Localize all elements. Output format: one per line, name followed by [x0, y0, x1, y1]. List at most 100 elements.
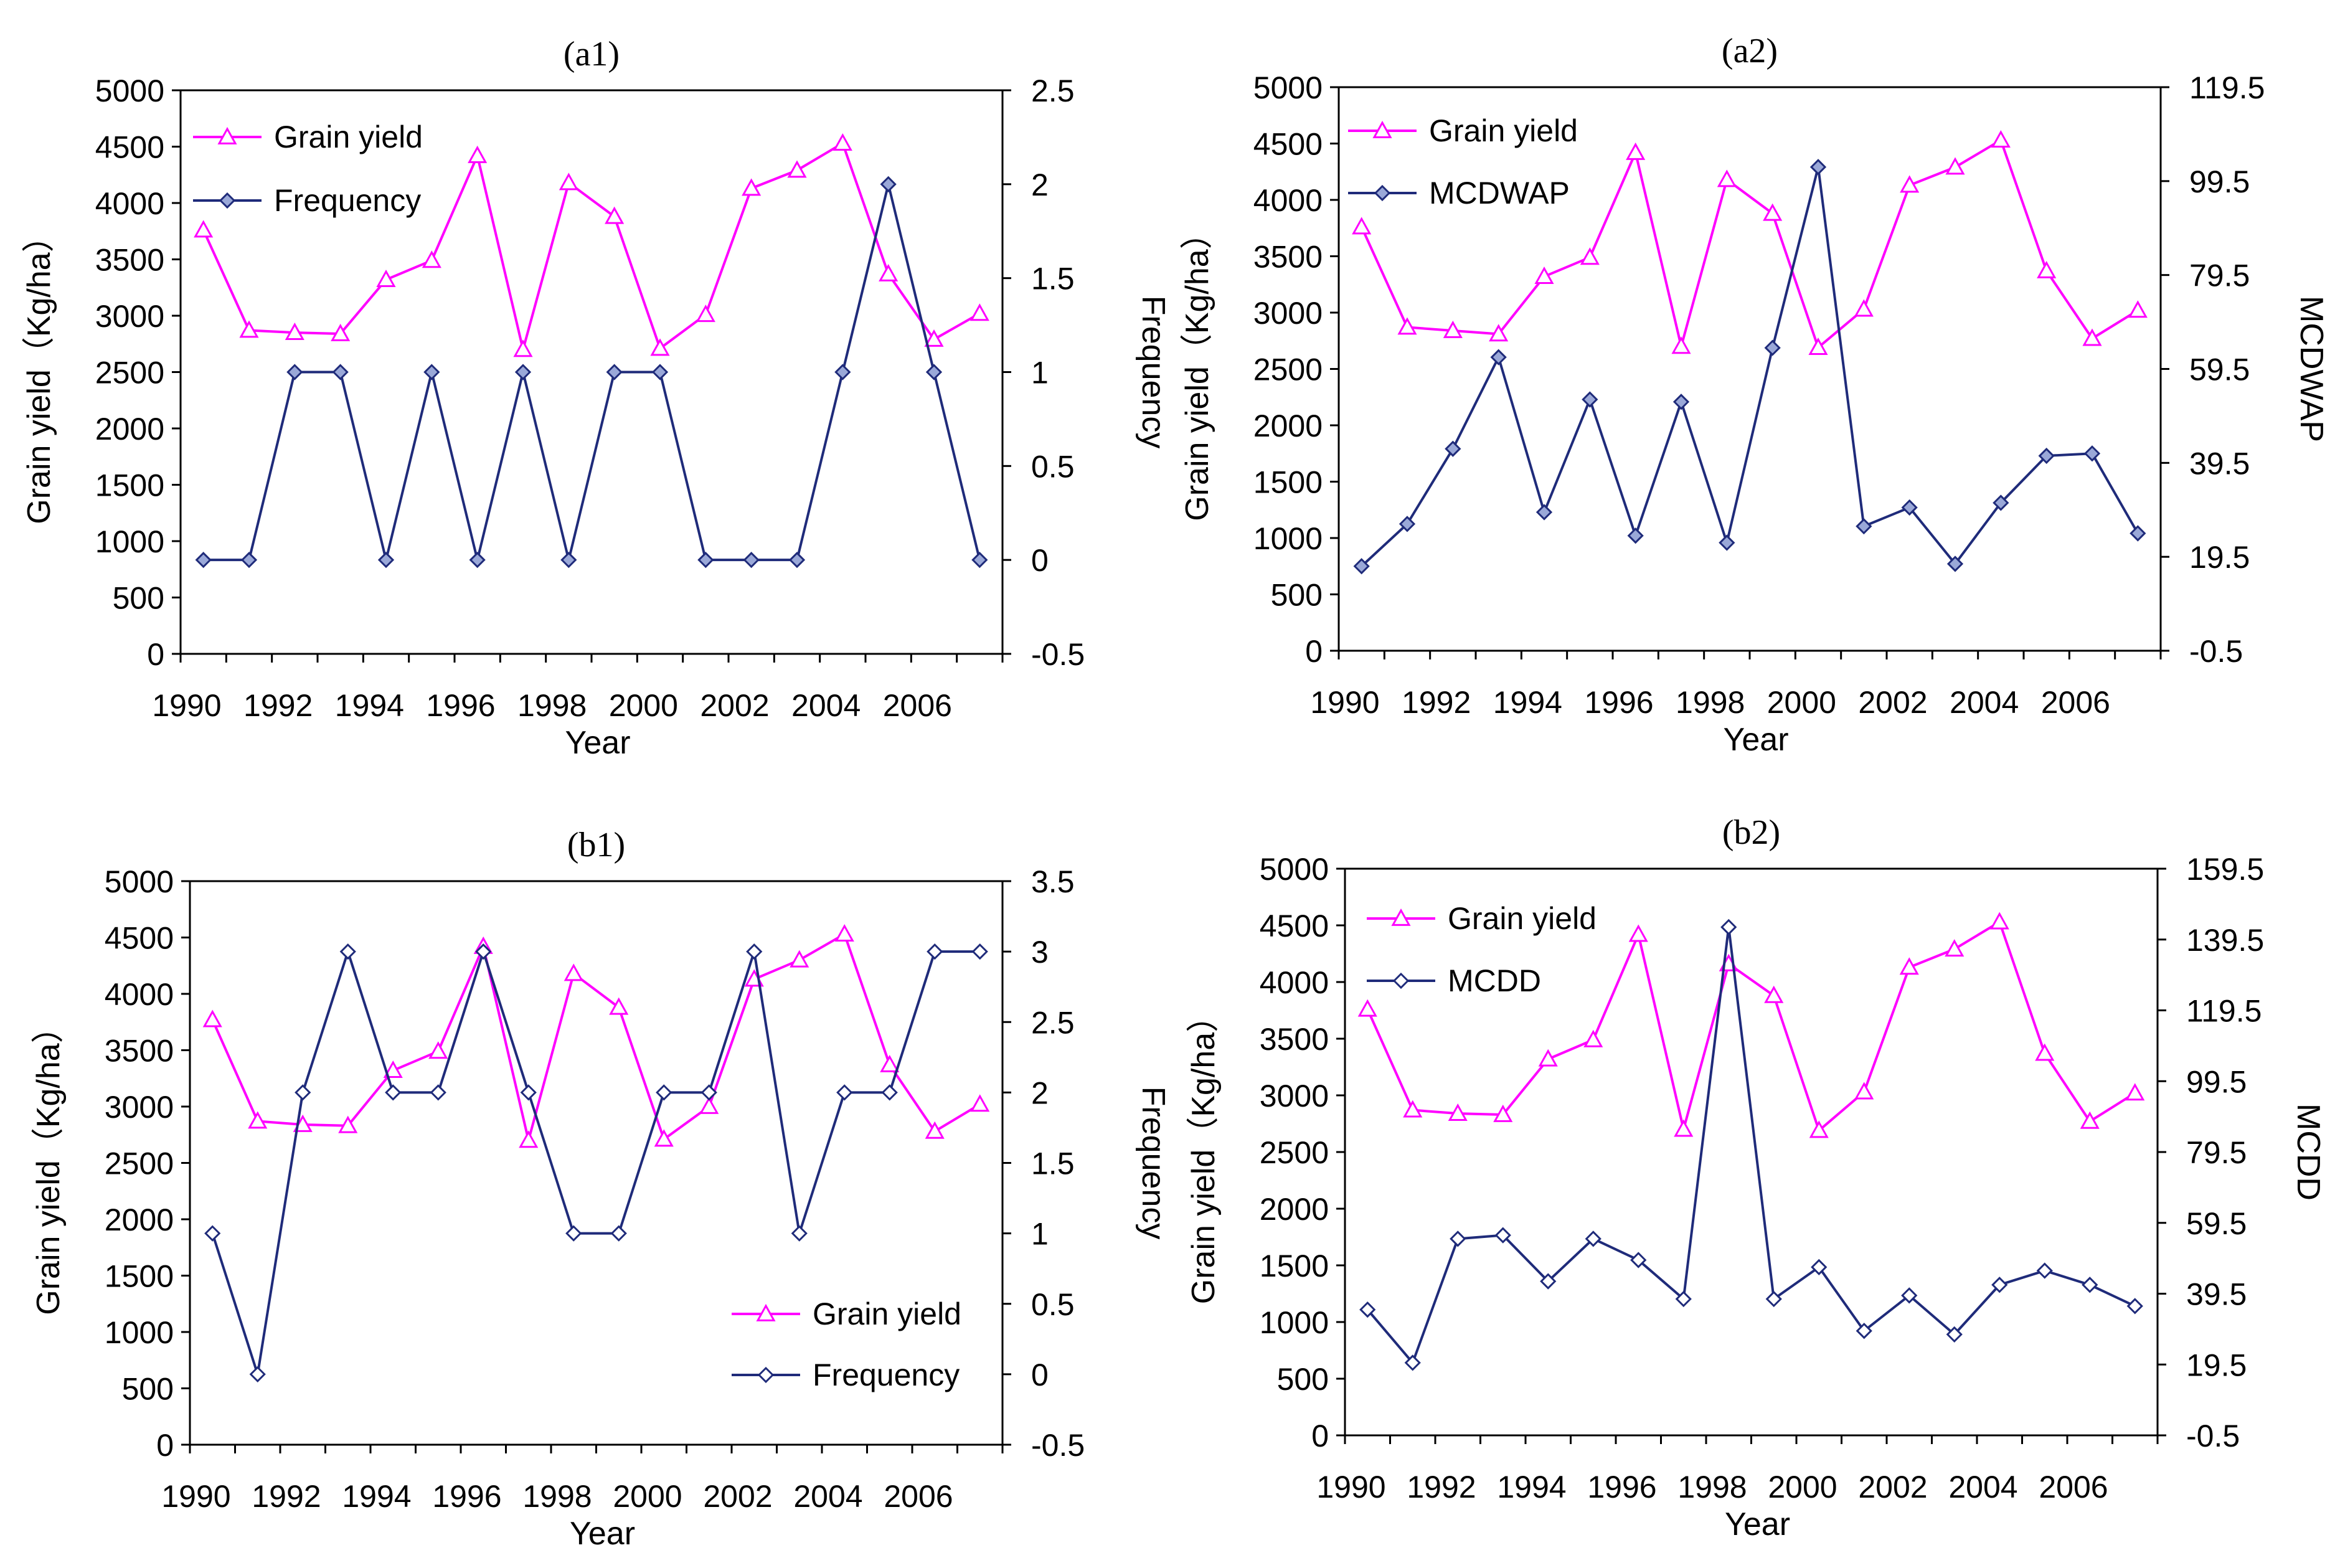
x-tick-label: 2006: [884, 1479, 953, 1514]
data-point-triangle: [1945, 939, 1965, 957]
y-tick-label: 2000: [1253, 409, 1323, 443]
y2-tick-label: -0.5: [1031, 637, 1085, 672]
y2-tick-label: 2.5: [1031, 73, 1075, 108]
data-point-triangle: [1674, 1119, 1694, 1137]
x-tick-label: 1990: [152, 688, 221, 723]
data-point-triangle: [202, 1009, 222, 1027]
y2-tick-label: 2: [1031, 1075, 1049, 1110]
y-tick-label: 500: [113, 581, 164, 616]
y-tick-label: 2000: [105, 1202, 174, 1237]
y2-tick-label: 79.5: [2186, 1135, 2247, 1170]
x-tick-label: 2000: [1768, 1470, 1837, 1504]
data-point-triangle: [1448, 1103, 1468, 1122]
data-point-triangle: [1763, 203, 1783, 221]
data-point-triangle: [650, 338, 670, 356]
y-tick-label: 500: [1271, 578, 1323, 613]
data-point-diamond: [656, 1084, 672, 1101]
y2-tick-label: 99.5: [2186, 1064, 2247, 1099]
data-point-triangle: [1626, 142, 1646, 160]
x-tick-label: 2002: [1858, 1470, 1927, 1504]
series-grain-yield: [1352, 130, 2148, 356]
data-point-triangle: [1809, 1120, 1829, 1138]
data-point-diamond: [2130, 525, 2146, 542]
y2-tick-label: 19.5: [2186, 1348, 2247, 1382]
x-tick-label: 2004: [793, 1479, 862, 1514]
y-tick-label: 4000: [105, 977, 174, 1012]
y-axis-label: Grain yield（Kg/ha）: [21, 220, 57, 524]
data-point-triangle: [428, 1041, 448, 1059]
data-point-diamond: [1582, 391, 1598, 408]
data-point-diamond: [1675, 1290, 1692, 1308]
x-tick-label: 2004: [1948, 1470, 2017, 1504]
data-point-triangle: [1764, 985, 1784, 1003]
data-point-triangle: [654, 1129, 674, 1147]
x-tick-label: 2000: [609, 688, 678, 723]
legend-label: Grain yield: [1429, 113, 1578, 148]
data-point-diamond: [1494, 1227, 1511, 1244]
y2-tick-label: 0: [1031, 1358, 1049, 1392]
data-point-triangle: [248, 1111, 268, 1129]
y-tick-label: 4500: [105, 921, 174, 956]
x-tick-label: 2000: [1767, 685, 1836, 720]
legend: Grain yield Frequency: [193, 120, 423, 218]
chart-b2: (b2) 0 500 1000 1500 2000 2500 3000 3500 4000 4500…: [1186, 813, 2326, 1542]
data-point-triangle: [468, 145, 488, 163]
data-point-diamond: [219, 192, 236, 209]
x-tick-label: 1992: [1402, 685, 1471, 720]
x-tick-label: 1992: [252, 1479, 321, 1514]
data-point-diamond: [1764, 339, 1781, 356]
data-point-triangle: [519, 1130, 539, 1148]
data-point-diamond: [971, 552, 988, 569]
data-point-diamond: [1856, 1323, 1872, 1339]
x-tick-label: 1994: [335, 688, 404, 723]
data-point-triangle: [1583, 1029, 1603, 1047]
data-point-triangle: [1538, 1049, 1558, 1067]
data-point-diamond: [385, 1084, 402, 1101]
data-point-diamond: [1399, 516, 1416, 532]
data-point-diamond: [1856, 518, 1872, 535]
data-point-triangle: [194, 220, 214, 238]
data-point-triangle: [2082, 328, 2102, 346]
data-point-triangle: [1854, 1082, 1874, 1100]
data-point-diamond: [697, 552, 714, 569]
data-point-triangle: [756, 1303, 776, 1321]
data-point-diamond: [423, 364, 440, 380]
y-tick-label: 4000: [95, 186, 164, 221]
y-tick-label: 2000: [1260, 1192, 1329, 1227]
y2-tick-label: 1: [1031, 356, 1049, 390]
x-tick-label: 2004: [791, 688, 861, 723]
data-point-triangle: [217, 126, 237, 144]
data-point-diamond: [1392, 972, 1410, 989]
y-tick-label: 0: [1305, 634, 1323, 669]
y-tick-label: 5000: [105, 864, 174, 899]
legend-label: MCDD: [1448, 963, 1541, 998]
x-tick-label: 1998: [1677, 1470, 1747, 1504]
data-point-triangle: [559, 172, 578, 191]
data-point-diamond: [1404, 1354, 1421, 1371]
data-point-diamond: [610, 1225, 627, 1242]
y2-tick-label: -0.5: [1031, 1428, 1085, 1463]
x-tick-label: 1990: [1310, 685, 1379, 720]
y-tick-label: 4500: [95, 130, 164, 165]
data-point-diamond: [1719, 534, 1735, 551]
y2-tick-label: 0.5: [1031, 1287, 1075, 1322]
data-point-triangle: [383, 1060, 403, 1078]
y-tick-label: 5000: [95, 73, 164, 108]
x-tick-label: 2004: [1950, 685, 2019, 720]
data-point-diamond: [1811, 1259, 1828, 1275]
x-tick-label: 1994: [1493, 685, 1562, 720]
data-point-diamond: [560, 552, 577, 569]
data-point-triangle: [564, 963, 583, 981]
data-point-diamond: [1672, 394, 1690, 410]
data-point-triangle: [790, 950, 809, 968]
data-point-diamond: [1450, 1230, 1466, 1247]
plot-frame: [1344, 867, 2159, 1437]
legend-label: Frequency: [274, 183, 421, 218]
data-point-diamond: [834, 364, 851, 380]
data-point-diamond: [1765, 1290, 1782, 1308]
data-point-triangle: [2125, 1083, 2145, 1101]
data-point-diamond: [332, 364, 349, 380]
x-tick-label: 1996: [1584, 685, 1653, 720]
data-point-triangle: [1489, 324, 1509, 342]
y-tick-label: 4000: [1260, 965, 1329, 1000]
